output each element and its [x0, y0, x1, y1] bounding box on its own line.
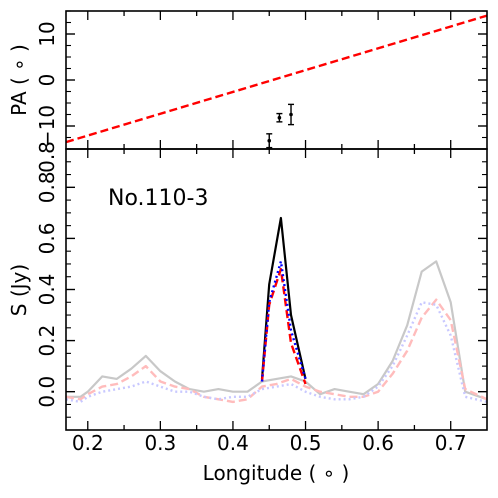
longitude-tick-label: 0.5	[290, 431, 322, 455]
pa-point	[277, 115, 282, 120]
longitude-axis-label: Longitude ( ∘ )	[203, 461, 350, 485]
longitude-tick-label: 0.2	[72, 431, 104, 455]
flux-y-tick-label: 0.6	[35, 223, 59, 255]
source-annotation: No.110-3	[108, 186, 208, 211]
flux-axis-label: S (Jy)	[7, 264, 31, 316]
flux-y-tick-label: 0.0	[35, 376, 59, 408]
pa-point	[289, 112, 293, 117]
flux-panel: 0.0 0.2 0.4 0.6 0.80.8 0.2 0.3 0.4 0.5 0.6 0.7 No.…	[7, 141, 488, 485]
pa-y-tick-label: −10	[35, 105, 59, 147]
pa-axis-label: PA ( ∘ )	[7, 44, 31, 116]
flux-y-tick-label: 0.8	[35, 171, 59, 203]
longitude-tick-label: 0.3	[144, 431, 176, 455]
longitude-tick-label: 0.4	[217, 431, 249, 455]
pa-panel: 10 0 −10 PA ( ∘ )	[7, 10, 488, 150]
gray-solid-series	[66, 260, 487, 401]
flux-panel-frame	[65, 148, 488, 431]
flux-y-tick-label: 0.4	[35, 274, 59, 306]
pa-reference-dashed-line	[66, 14, 487, 144]
flux-y-tick-label: 0.2	[35, 325, 59, 357]
pink-dashed-series	[66, 298, 487, 404]
flux-y-top-tick-label: 0.8	[35, 141, 59, 173]
pa-y-tick-label: 10	[35, 21, 59, 46]
pa-y-tick-label: 0	[35, 74, 59, 87]
longitude-tick-label: 0.6	[362, 431, 394, 455]
lavender-dotted-series	[66, 301, 487, 404]
longitude-tick-label: 0.7	[435, 431, 467, 455]
pa-point	[267, 138, 272, 143]
